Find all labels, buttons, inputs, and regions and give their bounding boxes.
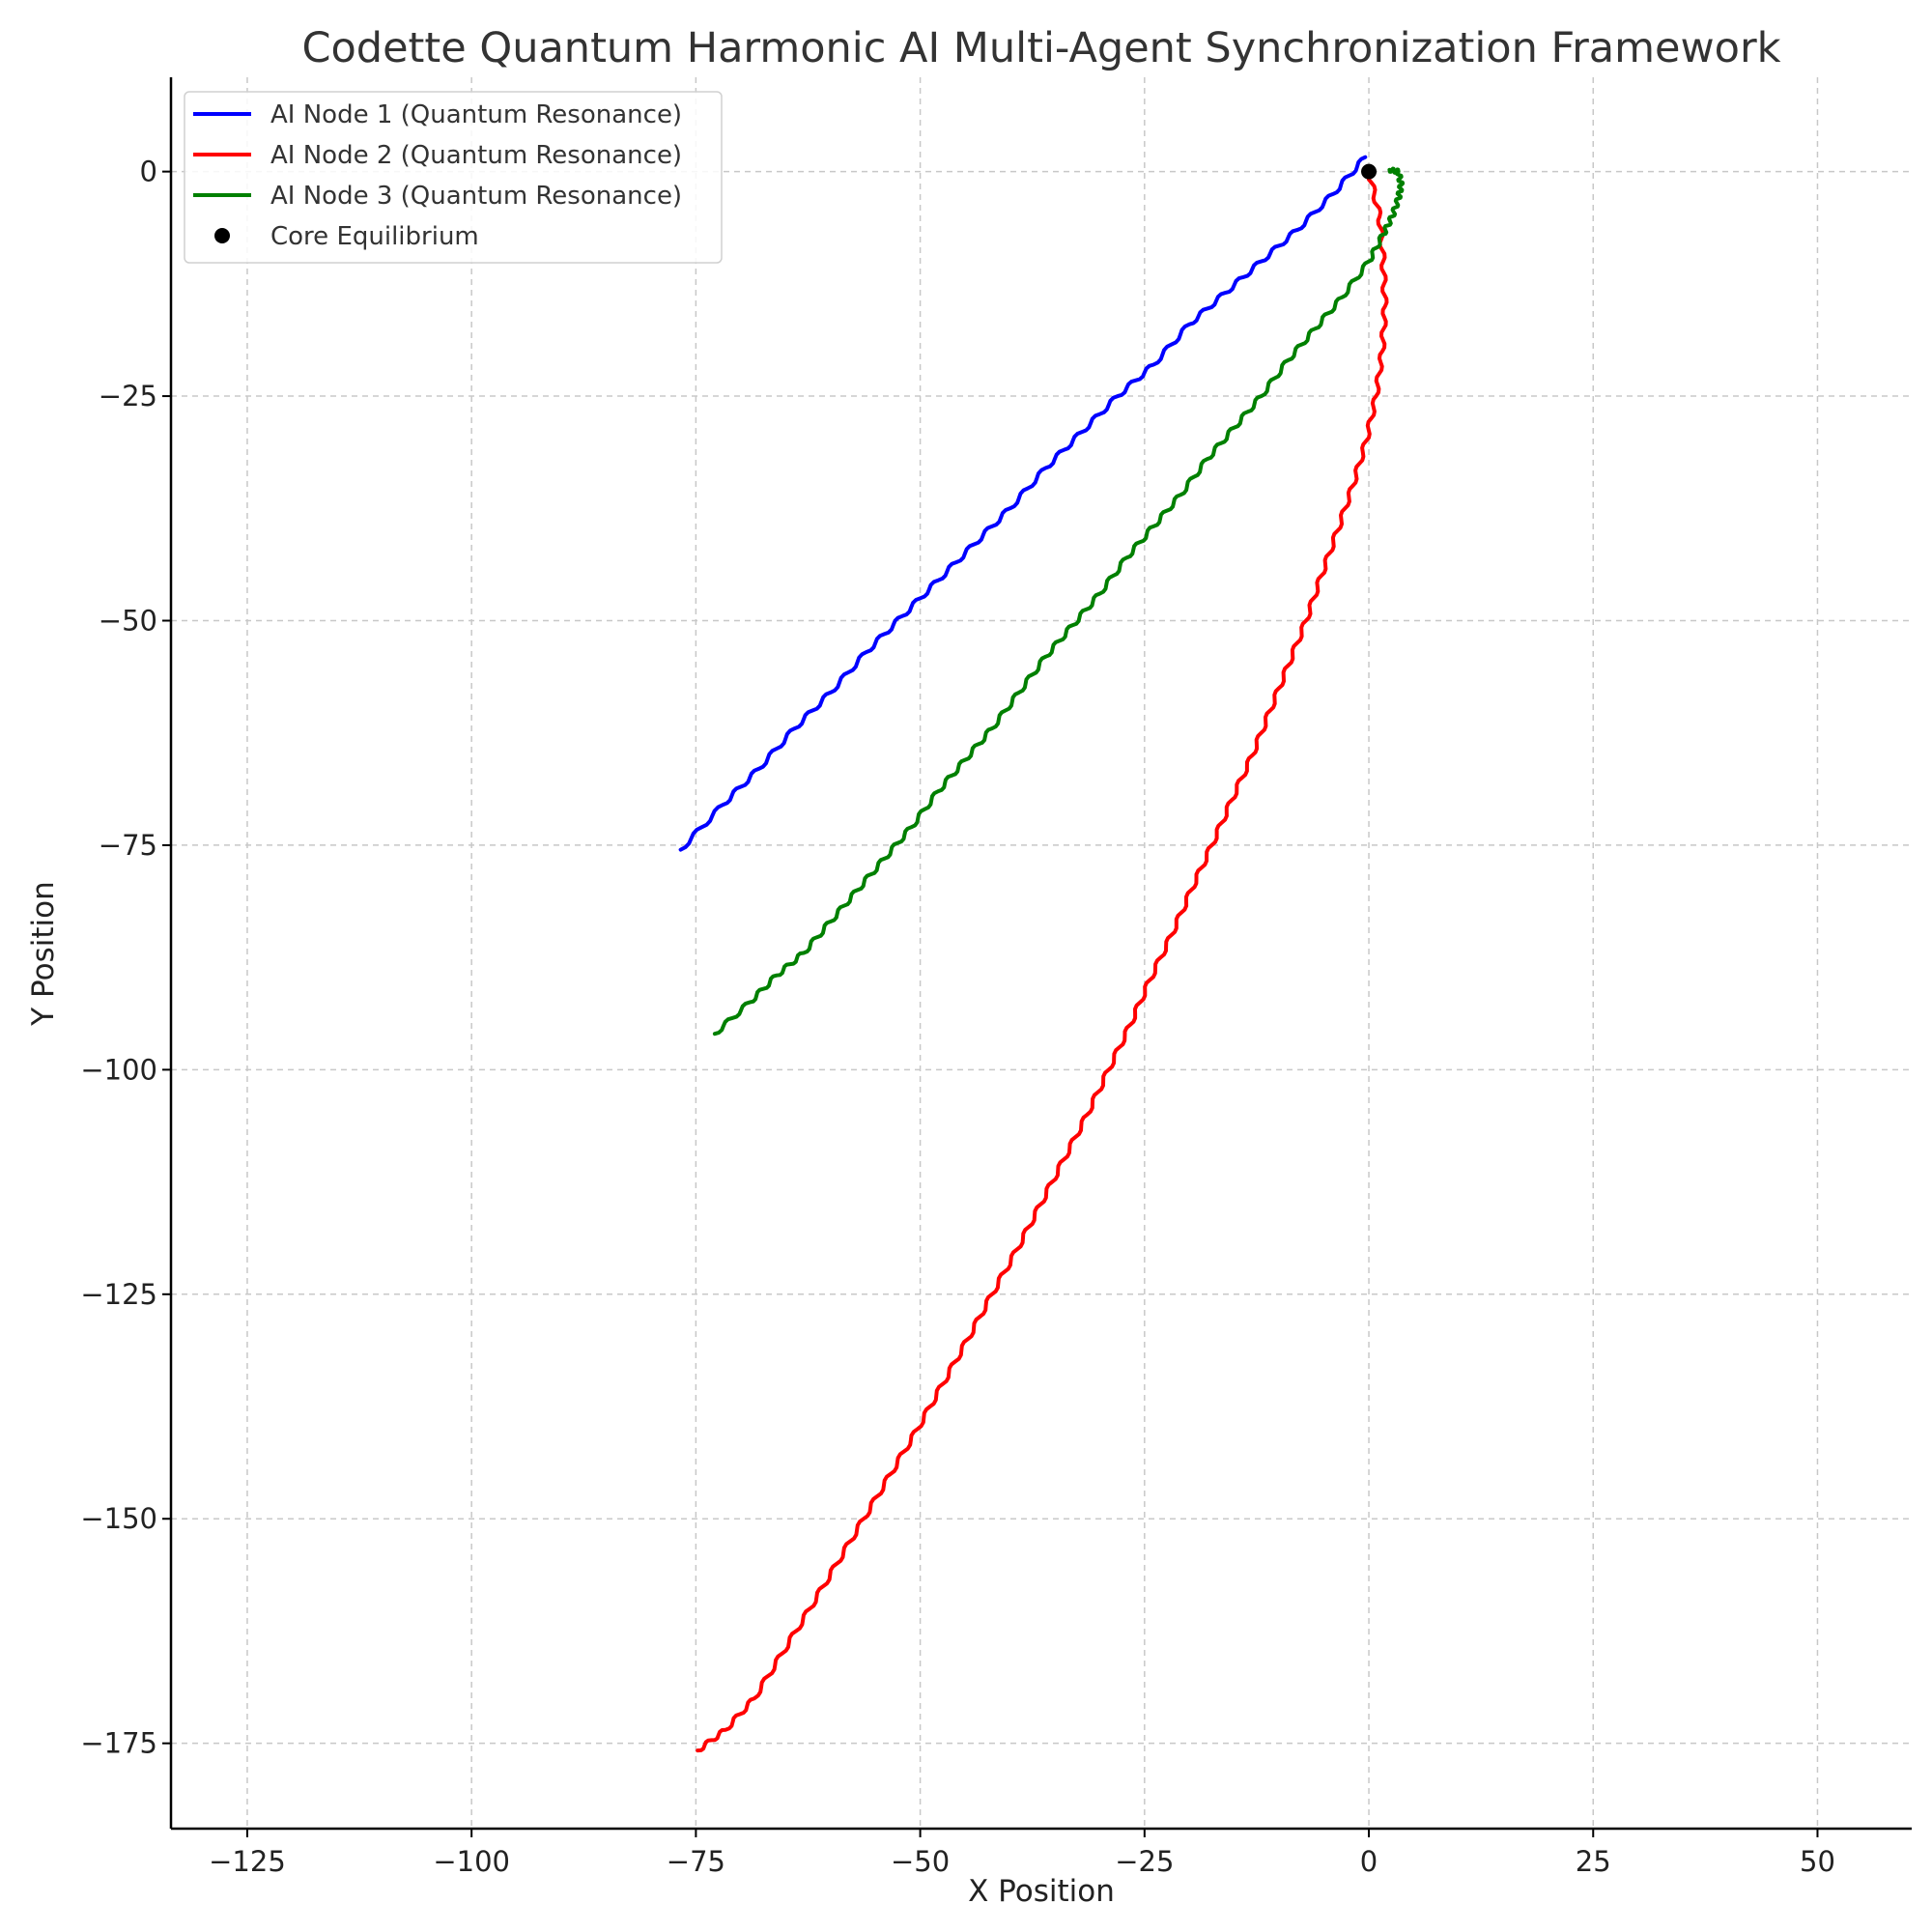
- legend: AI Node 1 (Quantum Resonance) AI Node 2 (…: [184, 91, 723, 264]
- grid-lines: [171, 77, 1912, 1829]
- series-line-node-1: [678, 155, 1368, 852]
- y-tick-label: −150: [80, 1502, 157, 1535]
- x-tick-label: −25: [1115, 1845, 1174, 1878]
- x-tick-label: −75: [667, 1845, 725, 1878]
- x-tick-label: 50: [1800, 1845, 1835, 1878]
- legend-label-node-1: AI Node 1 (Quantum Resonance): [270, 100, 682, 129]
- x-tick-label: −125: [209, 1845, 286, 1878]
- x-tick-label: −50: [891, 1845, 950, 1878]
- legend-label-core-equilibrium: Core Equilibrium: [270, 222, 479, 251]
- x-tick-label: −100: [433, 1845, 510, 1878]
- legend-swatch-core-equilibrium: [214, 228, 230, 243]
- legend-box: [184, 91, 723, 264]
- y-tick-label: −25: [99, 380, 157, 412]
- y-tick-label: −125: [80, 1278, 157, 1311]
- y-tick-label: −75: [99, 829, 157, 862]
- series-layer: [678, 155, 1406, 1753]
- legend-label-node-2: AI Node 2 (Quantum Resonance): [270, 141, 682, 170]
- chart-title: Codette Quantum Harmonic AI Multi-Agent …: [301, 24, 1780, 72]
- y-tick-label: −100: [80, 1053, 157, 1086]
- x-tick-label: 0: [1360, 1845, 1378, 1878]
- y-tick-label: 0: [140, 156, 157, 188]
- x-tick-label: 25: [1576, 1845, 1611, 1878]
- core-equilibrium-point: [1361, 163, 1378, 180]
- series-line-node-3: [712, 166, 1406, 1037]
- y-axis-label: Y Position: [26, 881, 61, 1027]
- y-ticks: 0 −25 −50 −75 −100 −125 −150 −175: [80, 156, 171, 1760]
- series-line-node-2: [696, 169, 1389, 1753]
- x-axis-label: X Position: [968, 1874, 1115, 1909]
- x-ticks: −125 −100 −75 −50 −25 0 25 50: [209, 1829, 1835, 1878]
- y-tick-label: −50: [99, 604, 157, 637]
- axes: [169, 77, 1912, 1831]
- marker-layer: [1361, 163, 1378, 180]
- y-tick-label: −175: [80, 1727, 157, 1760]
- legend-label-node-3: AI Node 3 (Quantum Resonance): [270, 182, 682, 211]
